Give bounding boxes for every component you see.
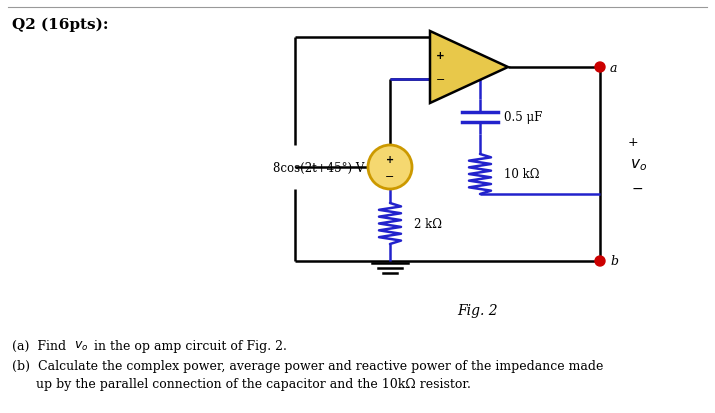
Polygon shape: [430, 32, 508, 104]
Circle shape: [595, 256, 605, 266]
Text: (a)  Find: (a) Find: [12, 339, 70, 352]
Text: $v_o$: $v_o$: [74, 339, 89, 352]
Text: −: −: [632, 182, 644, 195]
Text: b: b: [610, 255, 618, 268]
Text: a: a: [610, 62, 618, 74]
Text: 8cos(2t+45°) V: 8cos(2t+45°) V: [272, 161, 364, 174]
Text: +: +: [386, 154, 394, 165]
Text: +: +: [628, 136, 638, 149]
Text: +: +: [436, 51, 445, 61]
Circle shape: [595, 63, 605, 73]
Text: −: −: [436, 75, 445, 85]
Text: Fig. 2: Fig. 2: [457, 303, 498, 317]
Text: −: −: [385, 171, 395, 182]
Text: 2 kΩ: 2 kΩ: [414, 218, 442, 230]
Circle shape: [368, 146, 412, 190]
Text: 0.5 μF: 0.5 μF: [504, 111, 543, 124]
Text: Q2 (16pts):: Q2 (16pts):: [12, 18, 109, 32]
Text: 10 kΩ: 10 kΩ: [504, 168, 540, 181]
Text: (b)  Calculate the complex power, average power and reactive power of the impeda: (b) Calculate the complex power, average…: [12, 359, 603, 372]
Text: $v_o$: $v_o$: [630, 157, 647, 173]
Text: in the op amp circuit of Fig. 2.: in the op amp circuit of Fig. 2.: [90, 339, 287, 352]
Text: up by the parallel connection of the capacitor and the 10kΩ resistor.: up by the parallel connection of the cap…: [12, 377, 471, 390]
